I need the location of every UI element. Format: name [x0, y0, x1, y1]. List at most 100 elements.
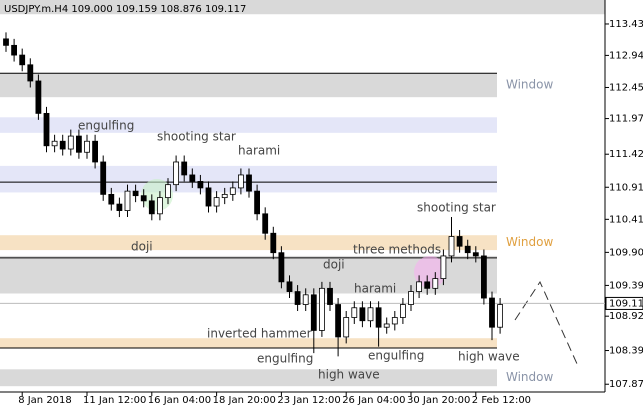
candle-body: [173, 161, 180, 186]
zone: [0, 338, 497, 348]
candle-body: [84, 140, 90, 153]
candle-body: [318, 287, 325, 331]
candle-body: [35, 80, 42, 114]
annotation: doji: [323, 258, 345, 272]
y-tick-label: 109.905: [609, 247, 643, 258]
annotation: engulfing: [368, 349, 424, 363]
y-tick-label: 111.970: [609, 114, 643, 125]
candle-body: [67, 135, 74, 150]
candle-body: [51, 140, 58, 147]
annotation: engulfing: [78, 119, 134, 133]
candle-body: [59, 140, 66, 150]
candle-body: [11, 44, 18, 56]
candle-body: [140, 195, 147, 202]
candle-body: [108, 193, 115, 205]
candle-body: [416, 281, 423, 292]
candle-body: [456, 236, 463, 247]
y-tick-label: 110.910: [609, 182, 643, 193]
candle-body: [440, 255, 447, 280]
candle-body: [19, 54, 26, 66]
candle-body: [27, 64, 34, 82]
zone-label: Window: [506, 78, 554, 92]
y-tick-label: 111.420: [609, 149, 643, 160]
y-tick-label: 109.395: [609, 280, 643, 291]
candle-body: [286, 281, 293, 292]
candle-body: [391, 317, 398, 325]
candle-body: [424, 281, 431, 289]
candle-body: [489, 297, 495, 328]
zone-label: Window: [506, 370, 554, 384]
candle-body: [375, 307, 382, 328]
candle-body: [213, 197, 220, 207]
projection: [514, 280, 579, 367]
candle-body: [278, 252, 285, 283]
candle-body: [43, 112, 50, 147]
candle-body: [254, 190, 261, 215]
price-box: [605, 296, 643, 310]
annotation: three methods: [353, 243, 441, 257]
x-tick-label: 8 Jan 2018: [18, 395, 72, 406]
candle-body: [310, 294, 317, 331]
candle-body: [246, 174, 252, 192]
zone: [0, 369, 497, 387]
candle-body: [124, 190, 131, 211]
candle-body: [327, 287, 333, 305]
candle-body: [165, 184, 171, 199]
candle-body: [302, 294, 309, 305]
annotation: inverted hammer: [207, 327, 312, 341]
zone: [0, 255, 497, 294]
candle-body: [359, 307, 366, 322]
y-tick-label: 108.920: [609, 311, 643, 322]
candle-body: [148, 200, 155, 215]
x-tick-label: 11 Jan 12:00: [83, 395, 146, 406]
candle-body: [270, 232, 277, 254]
candle-body: [181, 161, 188, 176]
annotation: engulfing: [257, 352, 313, 366]
candle-body: [497, 304, 504, 328]
candle-body: [472, 252, 479, 257]
y-tick-label: 113.430: [609, 19, 643, 30]
zone: [0, 117, 497, 133]
candle-body: [100, 161, 107, 195]
y-tick-label: 112.945: [609, 50, 643, 61]
y-tick-label: 108.390: [609, 346, 643, 357]
annotation: harami: [238, 144, 280, 158]
candle-body: [480, 255, 487, 299]
candle-body: [399, 304, 406, 318]
annotation: doji: [131, 240, 153, 254]
candle-body: [205, 187, 212, 207]
candle-body: [464, 245, 471, 254]
chart-title: USDJPY.m.H4 109.000 109.159 108.876 109.…: [4, 4, 246, 15]
candle-body: [294, 291, 301, 305]
annotation: harami: [354, 282, 396, 296]
candle-body: [189, 174, 196, 182]
zone: [0, 235, 497, 251]
x-tick-label: 30 Jan 20:00: [407, 395, 470, 406]
x-tick-label: 2 Feb 12:00: [472, 395, 531, 406]
candle-body: [229, 187, 236, 195]
candle-body: [262, 213, 269, 234]
candle-body: [367, 307, 374, 322]
candle-body: [76, 135, 82, 153]
candle-body: [3, 38, 9, 46]
candle-body: [432, 278, 439, 289]
zone: [0, 0, 605, 15]
candle-body: [221, 193, 228, 199]
y-tick-label: 107.870: [609, 379, 643, 390]
x-tick-label: 18 Jan 20:00: [213, 395, 276, 406]
annotation: high wave: [458, 350, 520, 364]
y-tick-label: 112.450: [609, 82, 643, 93]
annotation: high wave: [318, 368, 380, 382]
candle-body: [383, 323, 390, 328]
x-tick-label: 23 Jan 12:00: [277, 395, 340, 406]
price-label: 109.117: [609, 298, 643, 309]
candle-body: [408, 291, 414, 305]
candle-body: [116, 203, 123, 211]
x-tick-label: 16 Jan 04:00: [148, 395, 211, 406]
x-tick-label: 26 Jan 04:00: [342, 395, 405, 406]
candle-body: [343, 317, 350, 338]
candle-body: [197, 181, 204, 189]
candle-body: [156, 197, 163, 215]
candle-body: [448, 236, 455, 257]
